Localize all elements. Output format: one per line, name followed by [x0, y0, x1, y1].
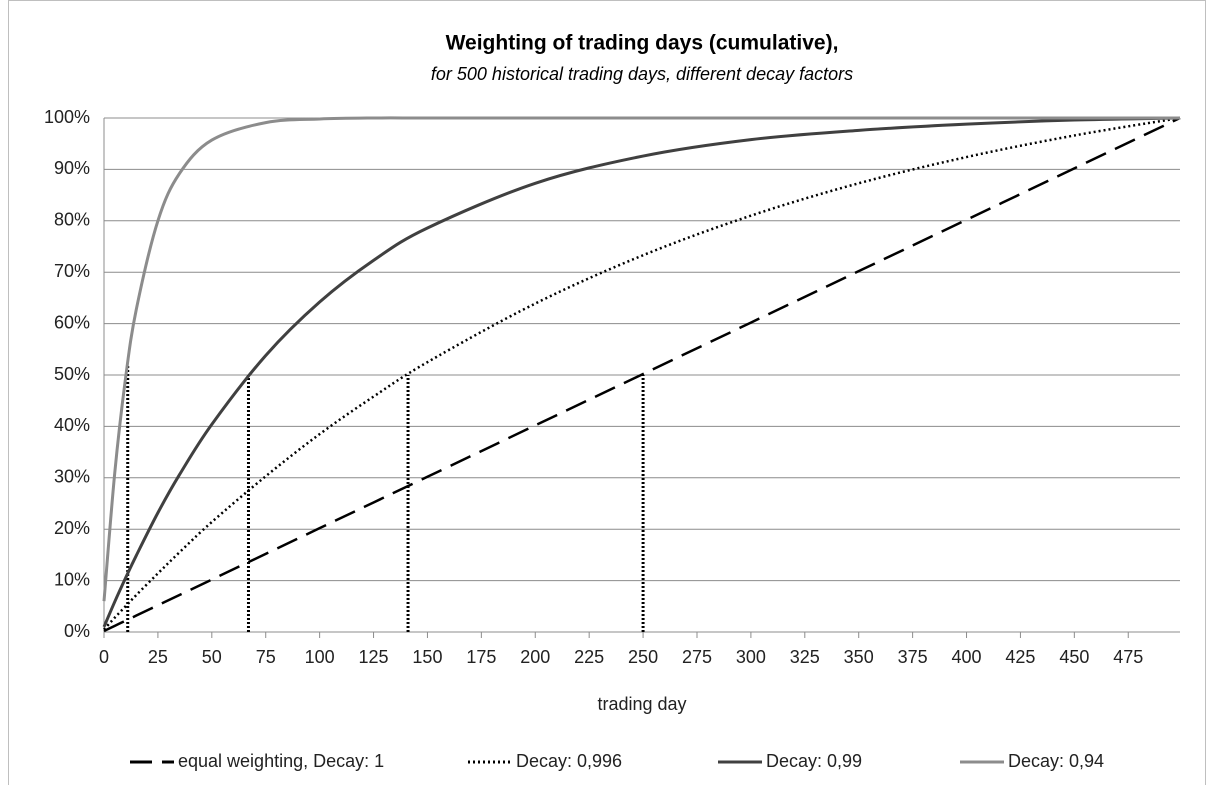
x-axis-label: trading day — [597, 694, 686, 714]
x-tick-label: 275 — [682, 647, 712, 667]
y-tick-label: 90% — [54, 158, 90, 178]
chart-title: Weighting of trading days (cumulative), — [446, 32, 839, 55]
legend-label: Decay: 0,99 — [766, 751, 862, 771]
x-tick-label: 125 — [359, 647, 389, 667]
x-tick-label: 225 — [574, 647, 604, 667]
legend-label: Decay: 0,94 — [1008, 751, 1104, 771]
y-tick-label: 10% — [54, 569, 90, 589]
y-tick-label: 40% — [54, 415, 90, 435]
y-tick-label: 80% — [54, 210, 90, 230]
chart-subtitle: for 500 historical trading days, differe… — [431, 64, 853, 84]
y-tick-label: 20% — [54, 518, 90, 538]
x-tick-label: 150 — [412, 647, 442, 667]
y-tick-label: 100% — [44, 107, 90, 127]
series-line — [102, 116, 1180, 602]
x-tick-label: 175 — [466, 647, 496, 667]
y-tick-label: 50% — [54, 364, 90, 384]
y-tick-label: 60% — [54, 312, 90, 332]
x-tick-label: 375 — [898, 647, 928, 667]
x-tick-label: 400 — [952, 647, 982, 667]
legend-label: equal weighting, Decay: 1 — [178, 751, 384, 771]
legend-label: Decay: 0,996 — [516, 751, 622, 771]
x-tick-label: 300 — [736, 647, 766, 667]
x-tick-label: 450 — [1059, 647, 1089, 667]
x-tick-label: 425 — [1005, 647, 1035, 667]
y-tick-label: 70% — [54, 261, 90, 281]
x-tick-label: 100 — [305, 647, 335, 667]
series-line — [103, 116, 1181, 633]
x-tick-label: 475 — [1113, 647, 1143, 667]
y-tick-label: 0% — [64, 621, 90, 641]
y-tick-label: 30% — [54, 467, 90, 487]
x-tick-label: 25 — [148, 647, 168, 667]
x-tick-label: 350 — [844, 647, 874, 667]
x-tick-label: 75 — [256, 647, 276, 667]
x-tick-label: 325 — [790, 647, 820, 667]
x-tick-label: 250 — [628, 647, 658, 667]
x-tick-label: 200 — [520, 647, 550, 667]
series-line — [102, 116, 1181, 628]
chart-border — [8, 0, 1206, 785]
x-tick-label: 50 — [202, 647, 222, 667]
x-tick-label: 0 — [99, 647, 109, 667]
